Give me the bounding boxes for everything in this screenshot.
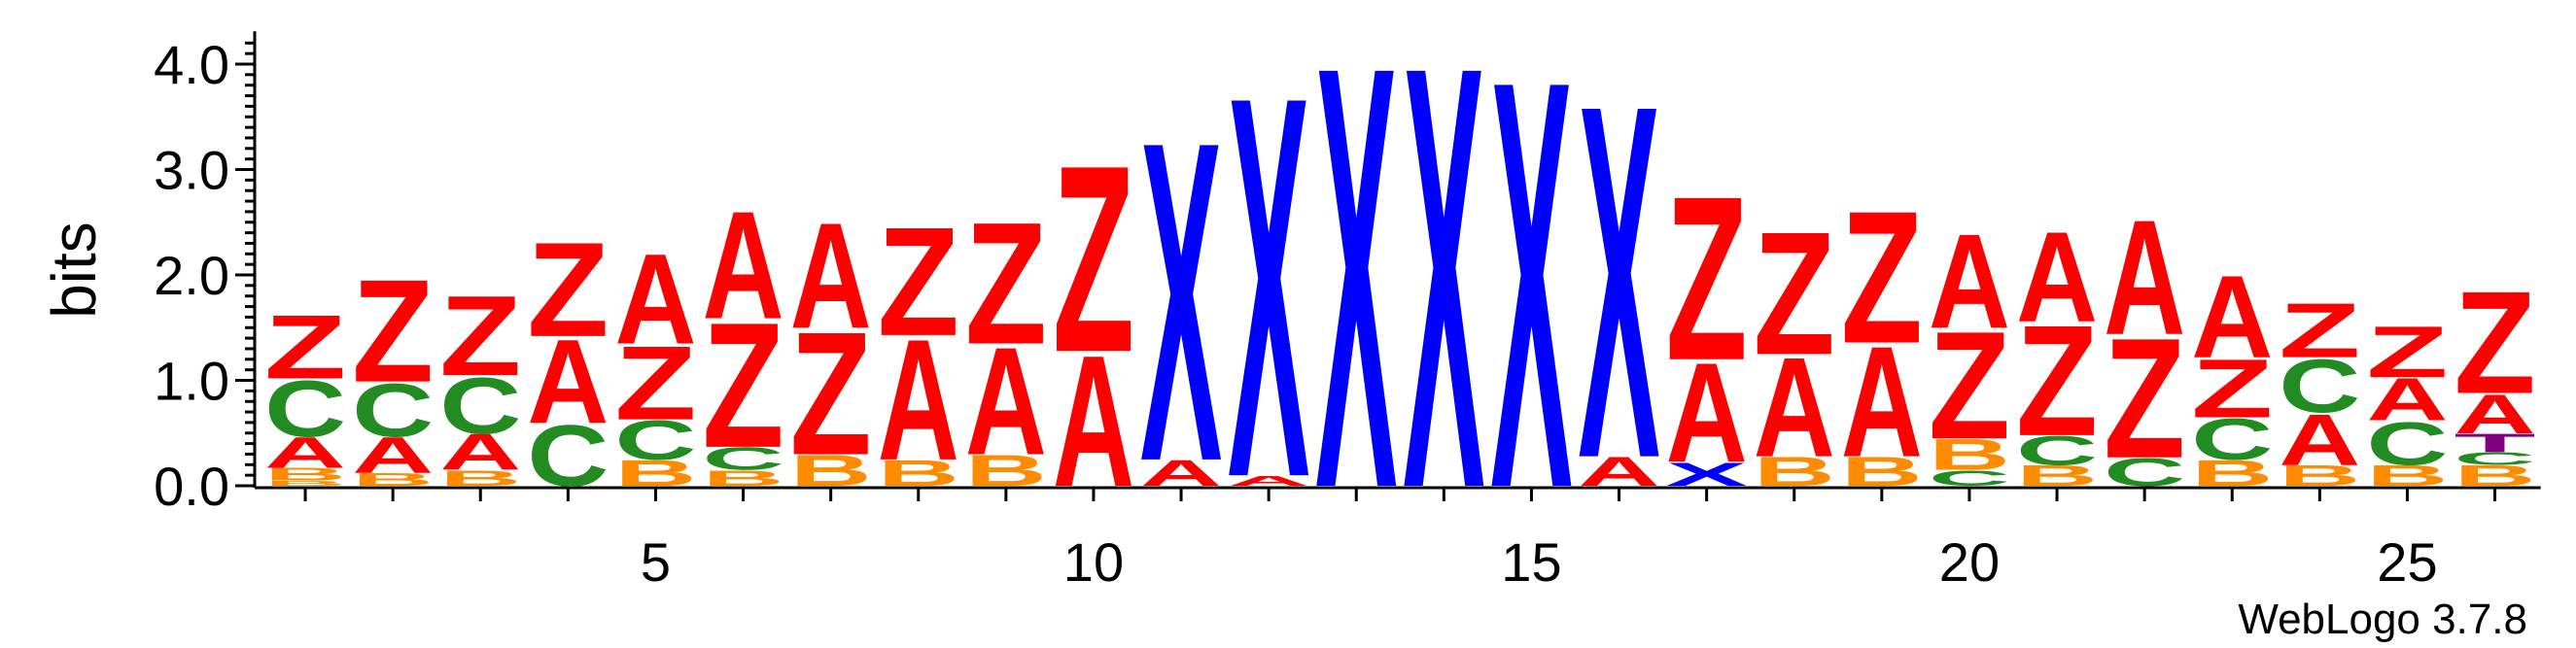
logo-letter-B: B (965, 446, 1047, 495)
logo-letter-B: B (439, 466, 521, 491)
logo-letter-C: C (2279, 344, 2360, 429)
logo-letter-B: B (878, 453, 959, 494)
logo-letter-A: A (1053, 317, 1134, 527)
logo-letter-A: A (2191, 253, 2273, 383)
logo-letter-B: B (2279, 460, 2360, 493)
logo-letter-Z: Z (1666, 147, 1748, 409)
logo-letter-A: A (352, 427, 434, 485)
logo-letter-A: A (2366, 366, 2448, 433)
logo-letter-Z: Z (1053, 110, 1134, 407)
logo-letter-A: A (965, 316, 1047, 488)
logo-letter-Z: Z (2104, 302, 2185, 494)
y-tick-label: 0.0 (154, 456, 229, 517)
logo-letter-Z: Z (1841, 172, 1923, 383)
logo-letter-A: A (878, 303, 959, 496)
x-tick-label: 10 (1063, 531, 1124, 593)
logo-letter-B: B (1929, 430, 2010, 480)
logo-letter-B: B (352, 470, 434, 490)
logo-letter-X: X (1666, 456, 1748, 494)
x-tick-label: 5 (641, 531, 671, 593)
logo-letter-A: A (264, 428, 346, 478)
logo-letter-X: X (1228, 0, 1310, 592)
logo-letter-A: A (1754, 328, 1835, 488)
logo-letter-A: A (2104, 186, 2185, 369)
logo-letter-Z: Z (965, 186, 1047, 381)
logo-letter-B: B (1754, 449, 1835, 495)
logo-letter-Z: Z (1929, 300, 2010, 471)
logo-letter-Z: Z (614, 324, 696, 442)
weblogo-credit: WebLogo 3.7.8 (2238, 596, 2527, 643)
logo-letter-X: X (1579, 1, 1661, 564)
logo-letter-C: C (352, 368, 434, 454)
logo-letter-B: B (2016, 460, 2098, 493)
logo-letter-C: C (614, 410, 696, 472)
logo-letter-C: C (2191, 406, 2273, 472)
logo-letter-Z: Z (2454, 260, 2536, 425)
logo-letter-A: A (703, 180, 784, 352)
y-tick-label: 3.0 (154, 140, 229, 201)
logo-letter-X: X (1403, 0, 1485, 614)
logo-letter-B: B (2191, 453, 2273, 494)
logo-letter-A: A (1228, 472, 1309, 489)
logo-letter-A: A (2279, 398, 2360, 481)
y-tick-label: 2.0 (154, 245, 229, 306)
x-tick-label: 25 (2377, 531, 2437, 593)
logo-letter-A: A (614, 228, 696, 372)
logo-letter-X: X (1140, 46, 1223, 557)
logo-letter-Z: Z (1754, 196, 1835, 392)
logo-letter-Z: Z (790, 296, 872, 492)
logo-letter-Z: Z (2366, 311, 2448, 392)
logo-letter-Z: Z (439, 272, 521, 399)
logo-letter-C: C (2366, 409, 2448, 478)
logo-letter-Z: Z (878, 194, 959, 368)
logo-letter-C: C (264, 364, 346, 454)
logo-letter-C: C (2016, 427, 2098, 473)
logo-letter-Z: Z (703, 287, 784, 486)
x-tick-label: 20 (1939, 531, 2000, 593)
logo-letter-B: B (790, 446, 872, 495)
logo-letter-B: B (264, 479, 346, 487)
logo-letter-A: A (1579, 449, 1660, 495)
logo-letter-X: X (1315, 0, 1398, 614)
logo-letter-C: C (2104, 451, 2185, 495)
logo-letter-Z: Z (2279, 287, 2360, 373)
logo-letter-A: A (1666, 333, 1748, 493)
logo-letter-A: A (1841, 313, 1923, 490)
logo-letter-C: C (703, 441, 784, 477)
logo-letter-A: A (1929, 207, 2010, 358)
logo-letter-C: C (2454, 449, 2536, 468)
logo-letter-Z: Z (352, 249, 434, 413)
logo-letter-A: A (439, 424, 521, 481)
logo-letter-B: B (264, 464, 346, 484)
y-axis-label: bits (39, 222, 109, 319)
logo-letter-A: A (2016, 206, 2098, 350)
logo-letter-A: A (2454, 384, 2536, 446)
logo-letter-A: A (527, 315, 609, 449)
logo-letter-Z: Z (2016, 292, 2098, 468)
logo-letter-Z: Z (264, 296, 346, 397)
logo-letter-C: C (439, 361, 521, 451)
logo-letter-Z: Z (2191, 342, 2273, 435)
logo-letter-B: B (2454, 460, 2536, 493)
logo-letter-A: A (1140, 453, 1222, 494)
logo-letter-Z: Z (527, 215, 609, 365)
logo-letter-B: B (703, 466, 784, 491)
logo-letter-C: C (1929, 466, 2010, 491)
logo-letter-X: X (1490, 0, 1573, 609)
x-tick-label: 15 (1501, 531, 1561, 593)
logo-letter-A: A (790, 192, 872, 360)
x-axis: 5 10 15 20 25 (255, 486, 2541, 593)
logo-letter-T: T (2454, 428, 2536, 458)
y-tick-label: 4.0 (154, 34, 229, 95)
y-axis: 0.0 1.0 2.0 3.0 4.0 (154, 31, 257, 517)
logo-letter-B: B (614, 453, 696, 494)
logo-letter-B: B (1841, 449, 1923, 495)
logo-letter-C: C (527, 407, 609, 505)
logo-letter-B: B (2366, 460, 2448, 493)
y-tick-label: 1.0 (154, 351, 229, 412)
